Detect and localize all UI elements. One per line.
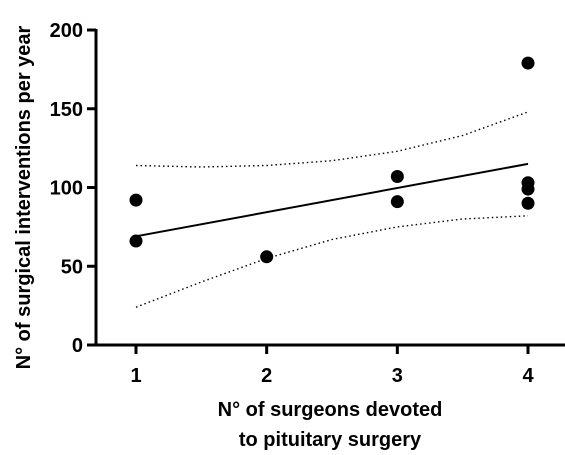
y-tick-label: 150 xyxy=(50,99,83,121)
data-point xyxy=(260,250,274,264)
x-tick-label: 4 xyxy=(522,365,534,387)
data-point xyxy=(390,169,404,183)
data-point xyxy=(390,195,404,209)
x-tick-label: 3 xyxy=(392,365,403,387)
data-point xyxy=(521,56,535,70)
x-ticks: 1 2 3 4 xyxy=(130,345,534,387)
y-tick-label: 0 xyxy=(72,335,83,357)
x-tick-label: 2 xyxy=(261,365,272,387)
data-point xyxy=(129,193,143,207)
ci-lower-curve xyxy=(135,215,529,308)
x-axis-title-line-1: N° of surgeons devoted xyxy=(218,399,443,421)
y-axis-title: N° of surgical interventions per year xyxy=(13,25,35,369)
y-tick-label: 200 xyxy=(50,20,83,42)
confidence-band xyxy=(135,111,529,308)
y-ticks: 0 50 100 150 200 xyxy=(50,20,96,357)
data-point xyxy=(129,234,143,248)
regression-line xyxy=(135,162,529,238)
y-tick-label: 100 xyxy=(50,178,83,200)
y-tick-label: 50 xyxy=(61,256,83,278)
x-axis-title-line-2: to pituitary surgery xyxy=(239,429,422,451)
data-points xyxy=(129,56,535,264)
ci-upper-curve xyxy=(135,111,529,168)
data-point xyxy=(521,196,535,210)
x-tick-label: 1 xyxy=(130,365,141,387)
data-point xyxy=(521,182,535,196)
axes: 0 50 100 150 200 1 2 3 4 xyxy=(50,20,565,387)
